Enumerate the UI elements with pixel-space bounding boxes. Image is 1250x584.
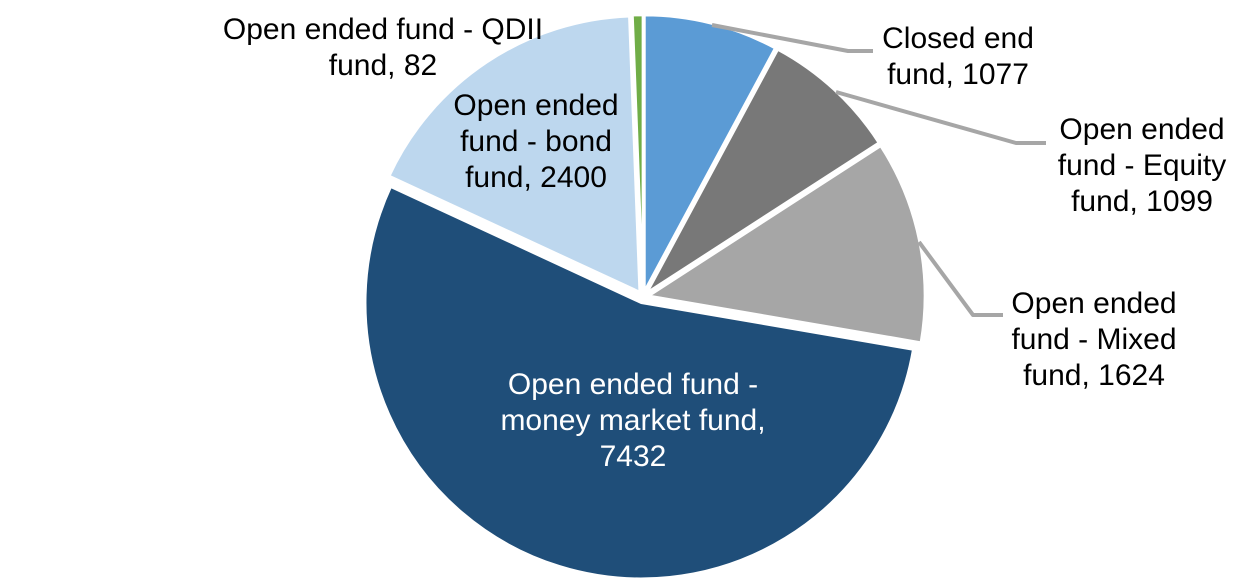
label-line: money market fund, [500, 404, 766, 437]
leader-line-closed-end-fund [711, 23, 873, 53]
leader-line-open-ended-equity-fund [835, 90, 1046, 145]
slice-label-bond-fund: Open ended fund - bond fund, 2400 [453, 88, 618, 196]
slice-label-money-market-fund: Open ended fund - money market fund, 743… [500, 367, 765, 475]
pie-slice-open-ended-mixed-fund [647, 144, 927, 344]
label-line: fund - bond [460, 125, 612, 158]
slice-label-qdii-fund: Open ended fund - QDII fund, 82 [223, 12, 543, 84]
label-line: fund, 1099 [1071, 185, 1213, 218]
pie-slice-open-ended-qdii-fund [631, 13, 645, 293]
leader-line-open-ended-mixed-fund [917, 240, 1003, 317]
label-line: Open ended [453, 89, 619, 122]
label-line: Open ended [1059, 113, 1225, 146]
slice-label-closed-end-fund: Closed end fund, 1077 [882, 21, 1034, 93]
pie-slice-open-ended-money-market-fund [364, 185, 915, 580]
pie-slice-open-ended-equity-fund [645, 48, 881, 294]
label-line: fund, 1624 [1023, 359, 1165, 392]
label-line: 7432 [599, 440, 667, 473]
pie-slice-closed-end-fund [643, 13, 777, 293]
label-line: Open ended [1011, 287, 1177, 320]
label-line: Open ended fund - QDII [222, 13, 544, 46]
label-line: fund, 1077 [887, 58, 1029, 91]
label-line: fund - Mixed [1011, 323, 1177, 356]
label-line: fund, 82 [328, 49, 438, 82]
pie-slice-open-ended-bond-fund [387, 14, 641, 294]
label-line: fund, 2400 [465, 161, 607, 194]
slice-label-equity-fund: Open ended fund - Equity fund, 1099 [1058, 112, 1226, 220]
label-line: fund - Equity [1057, 149, 1227, 182]
slice-label-mixed-fund: Open ended fund - Mixed fund, 1624 [1011, 286, 1176, 394]
label-line: Open ended fund - [507, 368, 759, 401]
label-line: Closed end [882, 22, 1034, 55]
